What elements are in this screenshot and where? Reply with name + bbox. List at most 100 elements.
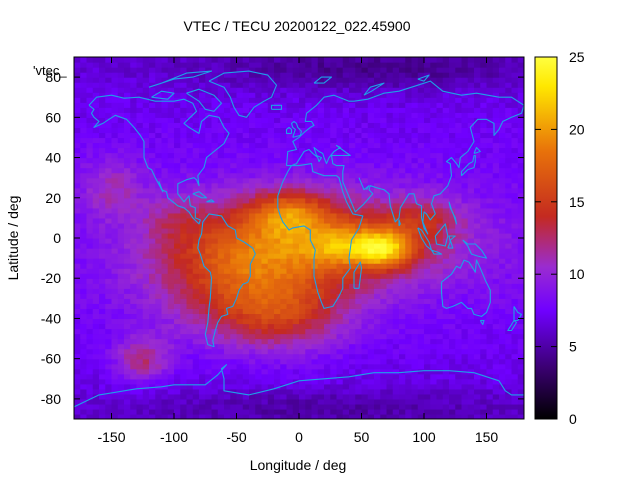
heatmap-cell	[505, 353, 513, 360]
heatmap-cell	[474, 72, 481, 78]
heatmap-cell	[292, 243, 300, 249]
heatmap-cell	[361, 283, 369, 289]
heatmap-cell	[236, 102, 244, 108]
heatmap-cell	[236, 238, 244, 244]
heatmap-cell	[180, 288, 188, 294]
heatmap-cell	[455, 107, 463, 113]
heatmap-cell	[167, 363, 175, 370]
heatmap-cell	[161, 393, 169, 400]
heatmap-cell	[174, 268, 181, 274]
heatmap-cell	[505, 172, 513, 179]
heatmap-cell	[92, 97, 100, 103]
heatmap-cell	[480, 82, 488, 88]
heatmap-cell	[405, 338, 413, 345]
heatmap-cell	[74, 398, 81, 405]
heatmap-cell	[242, 368, 250, 375]
heatmap-cell	[505, 378, 513, 385]
heatmap-cell	[299, 273, 306, 279]
heatmap-cell	[249, 328, 256, 335]
heatmap-cell	[311, 102, 319, 108]
heatmap-cell	[167, 107, 175, 113]
heatmap-cell	[117, 298, 125, 304]
heatmap-cell	[486, 408, 494, 415]
heatmap-cell	[349, 232, 356, 239]
heatmap-cell	[255, 353, 263, 360]
heatmap-cell	[424, 122, 431, 128]
heatmap-cell	[380, 157, 388, 164]
heatmap-cell	[274, 217, 281, 224]
heatmap-cell	[486, 258, 494, 264]
heatmap-cell	[317, 92, 325, 98]
heatmap-cell	[286, 293, 294, 299]
heatmap-cell	[161, 177, 169, 184]
heatmap-cell	[455, 102, 463, 108]
heatmap-cell	[117, 408, 125, 415]
heatmap-cell	[224, 202, 231, 209]
heatmap-cell	[130, 303, 138, 309]
heatmap-cell	[317, 102, 325, 108]
heatmap-cell	[286, 253, 294, 259]
heatmap-cell	[342, 328, 350, 335]
heatmap-cell	[486, 207, 494, 214]
heatmap-cell	[292, 212, 300, 219]
heatmap-cell	[392, 172, 400, 179]
heatmap-cell	[386, 182, 394, 189]
heatmap-cell	[405, 258, 413, 264]
heatmap-cell	[505, 117, 513, 123]
heatmap-cell	[499, 77, 506, 83]
heatmap-cell	[249, 72, 256, 78]
heatmap-cell	[117, 72, 125, 78]
heatmap-cell	[167, 232, 175, 239]
heatmap-cell	[517, 117, 524, 123]
heatmap-cell	[249, 278, 256, 284]
heatmap-cell	[130, 248, 138, 254]
heatmap-cell	[217, 328, 225, 335]
heatmap-cell	[136, 283, 144, 289]
heatmap-cell	[211, 303, 219, 309]
heatmap-cell	[442, 142, 450, 149]
heatmap-cell	[186, 383, 194, 390]
heatmap-cell	[505, 258, 513, 264]
heatmap-cell	[486, 217, 494, 224]
heatmap-cell	[480, 348, 488, 355]
heatmap-cell	[242, 167, 250, 174]
heatmap-cell	[80, 393, 88, 400]
heatmap-cell	[480, 107, 488, 113]
heatmap-cell	[342, 107, 350, 113]
heatmap-cell	[80, 187, 88, 194]
heatmap-cell	[111, 248, 119, 254]
heatmap-cell	[517, 82, 524, 88]
heatmap-cell	[192, 112, 200, 118]
heatmap-cell	[517, 398, 524, 405]
heatmap-cell	[374, 283, 381, 289]
heatmap-cell	[142, 157, 150, 164]
heatmap-cell	[342, 82, 350, 88]
heatmap-cell	[411, 122, 419, 128]
heatmap-cell	[455, 293, 463, 299]
heatmap-cell	[311, 192, 319, 199]
heatmap-cell	[461, 157, 469, 164]
heatmap-cell	[155, 268, 163, 274]
heatmap-cell	[505, 368, 513, 375]
heatmap-cell	[149, 122, 156, 128]
heatmap-cell	[286, 222, 294, 229]
heatmap-cell	[317, 187, 325, 194]
heatmap-cell	[467, 388, 475, 395]
heatmap-cell	[286, 137, 294, 144]
heatmap-cell	[330, 343, 338, 350]
heatmap-cell	[505, 97, 513, 103]
heatmap-cell	[336, 343, 344, 350]
heatmap-cell	[486, 182, 494, 189]
heatmap-cell	[424, 268, 431, 274]
heatmap-cell	[405, 413, 413, 419]
heatmap-cell	[455, 383, 463, 390]
heatmap-cell	[505, 137, 513, 144]
heatmap-cell	[467, 248, 475, 254]
heatmap-cell	[380, 298, 388, 304]
heatmap-cell	[149, 333, 156, 340]
heatmap-cell	[355, 142, 363, 149]
heatmap-cell	[249, 177, 256, 184]
heatmap-cell	[186, 97, 194, 103]
heatmap-cell	[192, 127, 200, 134]
heatmap-cell	[130, 217, 138, 224]
